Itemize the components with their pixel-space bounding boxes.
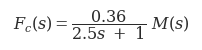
- Text: $F_c(s) = \dfrac{0.36}{2.5s\ +\ 1}\ M(s)$: $F_c(s) = \dfrac{0.36}{2.5s\ +\ 1}\ M(s)…: [13, 8, 189, 42]
